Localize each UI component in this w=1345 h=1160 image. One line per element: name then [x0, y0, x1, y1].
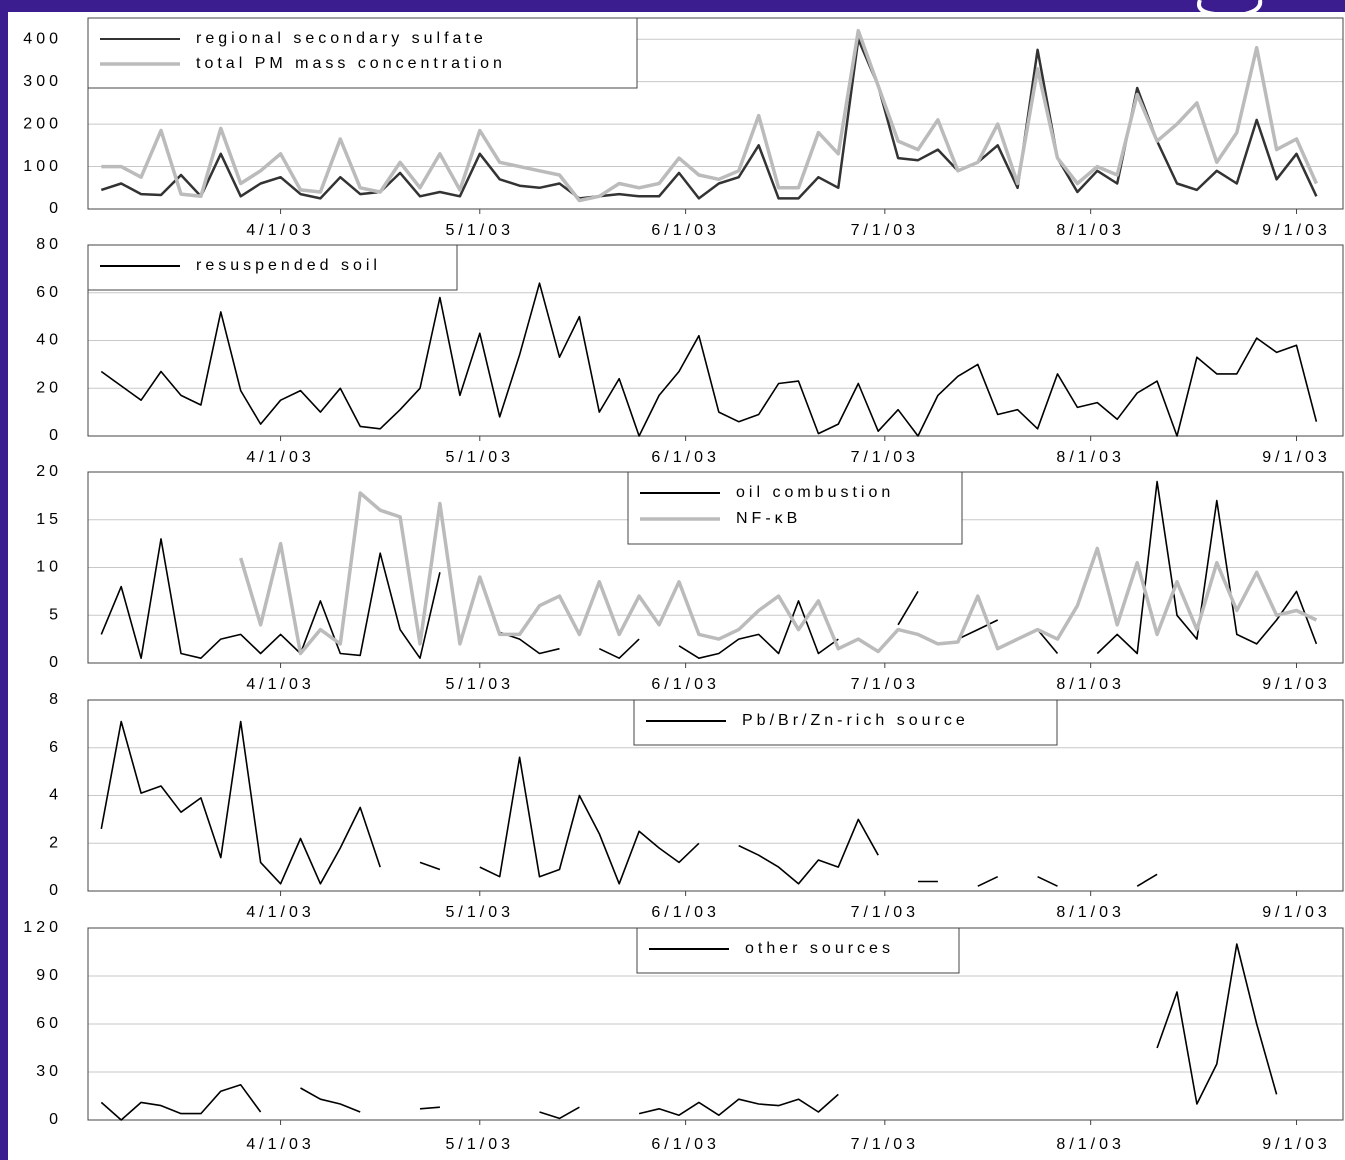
x-tick-label: 9/1/03 [1262, 222, 1330, 239]
x-tick-label: 5/1/03 [446, 904, 514, 921]
legend-box [636, 927, 960, 974]
y-tick-label: 0 [49, 1111, 62, 1128]
y-tick-label: 0 [49, 882, 62, 899]
legend-label: NF-κB [736, 510, 801, 527]
y-tick-label: 0 [49, 200, 62, 217]
x-tick-label: 5/1/03 [446, 1136, 514, 1153]
x-tick-label: 7/1/03 [851, 1136, 919, 1153]
legend-label: resuspended soil [196, 257, 381, 274]
series-line [101, 28, 1318, 203]
x-tick-label: 5/1/03 [446, 222, 514, 239]
x-tick-label: 7/1/03 [851, 449, 919, 466]
legend-box [87, 244, 458, 291]
x-tick-label: 4/1/03 [246, 222, 314, 239]
x-tick-label: 4/1/03 [246, 1136, 314, 1153]
legend-label: total PM mass concentration [196, 55, 506, 72]
y-tick-label: 40 [36, 332, 62, 349]
y-tick-label: 90 [36, 967, 62, 984]
x-tick-label: 6/1/03 [651, 222, 719, 239]
plot-frame [87, 17, 1344, 210]
y-tick-label: 400 [23, 30, 62, 47]
y-tick-label: 2 [49, 834, 62, 851]
y-tick-label: 200 [23, 115, 62, 132]
plot-frame [87, 244, 1344, 437]
x-tick-label: 6/1/03 [651, 676, 719, 693]
y-tick-label: 300 [23, 73, 62, 90]
y-tick-label: 80 [36, 236, 62, 253]
x-tick-label: 9/1/03 [1262, 449, 1330, 466]
y-tick-label: 4 [49, 787, 62, 804]
x-tick-label: 5/1/03 [446, 676, 514, 693]
legend-label: oil combustion [736, 484, 894, 501]
series-line [100, 480, 1318, 659]
x-tick-label: 8/1/03 [1056, 1136, 1124, 1153]
x-tick-label: 6/1/03 [651, 904, 719, 921]
x-tick-label: 6/1/03 [651, 1136, 719, 1153]
decoration [1197, 0, 1263, 16]
x-tick-label: 8/1/03 [1056, 676, 1124, 693]
y-tick-label: 0 [49, 427, 62, 444]
y-tick-label: 60 [36, 1015, 62, 1032]
legend-label: other sources [745, 940, 894, 957]
x-tick-label: 8/1/03 [1056, 222, 1124, 239]
y-tick-label: 6 [49, 739, 62, 756]
y-tick-label: 0 [49, 654, 62, 671]
x-tick-label: 8/1/03 [1056, 449, 1124, 466]
y-tick-label: 60 [36, 284, 62, 301]
x-tick-label: 6/1/03 [651, 449, 719, 466]
y-tick-label: 10 [36, 559, 62, 576]
x-tick-label: 7/1/03 [851, 904, 919, 921]
legend-box [627, 471, 963, 545]
series-line [100, 37, 1318, 200]
x-tick-label: 9/1/03 [1262, 1136, 1330, 1153]
legend-label: regional secondary sulfate [196, 30, 487, 47]
y-tick-label: 15 [36, 511, 62, 528]
legend-box [633, 699, 1058, 746]
series-line [100, 282, 1318, 437]
y-tick-label: 5 [49, 606, 62, 623]
x-tick-label: 7/1/03 [851, 222, 919, 239]
y-tick-label: 30 [36, 1063, 62, 1080]
legend-box [87, 17, 638, 89]
series-line [100, 943, 1278, 1121]
x-tick-label: 4/1/03 [246, 676, 314, 693]
x-tick-label: 7/1/03 [851, 676, 919, 693]
x-tick-label: 4/1/03 [246, 449, 314, 466]
y-tick-label: 8 [49, 691, 62, 708]
y-tick-label: 120 [23, 919, 62, 936]
series-line [239, 491, 1318, 656]
x-tick-label: 8/1/03 [1056, 904, 1124, 921]
legend-label: Pb/Br/Zn-rich source [742, 712, 969, 729]
x-tick-label: 4/1/03 [246, 904, 314, 921]
y-tick-label: 20 [36, 463, 62, 480]
x-tick-label: 9/1/03 [1262, 904, 1330, 921]
y-tick-label: 100 [23, 158, 62, 175]
x-tick-label: 9/1/03 [1262, 676, 1330, 693]
x-tick-label: 5/1/03 [446, 449, 514, 466]
y-tick-label: 20 [36, 379, 62, 396]
